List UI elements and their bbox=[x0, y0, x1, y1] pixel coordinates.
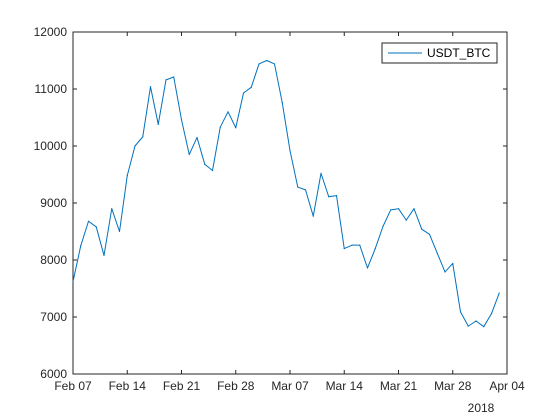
y-tick-label: 8000 bbox=[40, 253, 67, 267]
y-tick-label: 9000 bbox=[40, 196, 67, 210]
data-point bbox=[397, 208, 400, 210]
data-point bbox=[483, 326, 485, 328]
y-tick-label: 12000 bbox=[34, 25, 68, 39]
data-point bbox=[459, 311, 462, 313]
data-point bbox=[211, 169, 214, 172]
x-tick-label: Feb 14 bbox=[109, 379, 147, 393]
x-tick-label: Feb 28 bbox=[217, 379, 255, 393]
data-point bbox=[490, 312, 493, 315]
data-point bbox=[366, 267, 369, 269]
legend-label-usdt-btc: USDT_BTC bbox=[427, 46, 491, 60]
series-line-usdt-btc bbox=[72, 60, 500, 328]
series-group bbox=[72, 59, 500, 328]
data-point bbox=[335, 194, 338, 197]
x-axis: Feb 07 Feb 14 Feb 21 Feb 28 Mar 07 Mar 14 Mar … bbox=[54, 32, 525, 393]
data-point bbox=[204, 163, 206, 165]
data-point bbox=[498, 292, 500, 294]
data-point bbox=[103, 254, 105, 257]
legend: USDT_BTC bbox=[381, 42, 498, 64]
data-point bbox=[413, 208, 415, 210]
data-point bbox=[343, 248, 345, 250]
data-point bbox=[235, 127, 237, 129]
x-tick-label: Feb 07 bbox=[54, 379, 92, 393]
data-point bbox=[436, 252, 438, 254]
data-point bbox=[266, 59, 268, 62]
data-point bbox=[304, 189, 307, 191]
data-point bbox=[111, 208, 113, 210]
data-point bbox=[126, 175, 128, 177]
data-point bbox=[165, 79, 167, 81]
data-point bbox=[467, 325, 469, 327]
x-tick-label: Mar 14 bbox=[326, 379, 364, 393]
data-point bbox=[452, 262, 454, 265]
data-point bbox=[374, 248, 376, 250]
data-point bbox=[390, 209, 392, 211]
y-axis: 6000 7000 8000 9000 10000 11000 12000 bbox=[34, 25, 507, 381]
data-point bbox=[444, 271, 446, 273]
y-tick-label: 6000 bbox=[40, 367, 67, 381]
data-point bbox=[289, 149, 291, 152]
data-point bbox=[87, 220, 90, 222]
data-point bbox=[328, 196, 330, 198]
data-point bbox=[157, 123, 159, 125]
legend-box bbox=[381, 42, 498, 64]
data-point bbox=[258, 63, 260, 65]
data-point bbox=[80, 245, 82, 247]
data-point bbox=[405, 219, 407, 221]
data-point bbox=[281, 102, 283, 104]
data-point bbox=[149, 86, 152, 88]
data-point bbox=[312, 215, 314, 217]
data-point bbox=[180, 119, 183, 121]
data-point bbox=[196, 136, 198, 139]
x-tick-label: Mar 07 bbox=[271, 379, 309, 393]
data-point bbox=[118, 230, 121, 233]
data-point bbox=[273, 63, 276, 65]
x-axis-year-label: 2018 bbox=[468, 401, 495, 415]
data-point bbox=[351, 244, 353, 246]
data-point bbox=[134, 145, 136, 147]
y-tick-label: 11000 bbox=[35, 82, 68, 96]
plot-area bbox=[72, 31, 508, 375]
x-tick-label: Mar 21 bbox=[380, 379, 418, 393]
y-tick-label: 10000 bbox=[34, 139, 68, 153]
data-point bbox=[475, 320, 477, 322]
data-point bbox=[95, 226, 97, 228]
data-point bbox=[188, 153, 190, 156]
x-tick-label: Mar 28 bbox=[434, 379, 472, 393]
data-point bbox=[320, 172, 322, 174]
data-point bbox=[142, 136, 144, 138]
data-point bbox=[297, 186, 299, 188]
y-tick-label: 7000 bbox=[40, 310, 67, 324]
data-point bbox=[173, 76, 175, 78]
x-tick-label: Feb 21 bbox=[163, 379, 201, 393]
data-point bbox=[242, 92, 245, 94]
x-tick-label: Apr 04 bbox=[489, 379, 525, 393]
data-point bbox=[428, 233, 431, 235]
data-point bbox=[72, 281, 74, 283]
data-point bbox=[227, 111, 229, 113]
data-point bbox=[359, 244, 361, 246]
data-point bbox=[421, 228, 423, 230]
data-point bbox=[382, 225, 384, 227]
data-point bbox=[250, 86, 252, 88]
data-point bbox=[219, 126, 221, 128]
